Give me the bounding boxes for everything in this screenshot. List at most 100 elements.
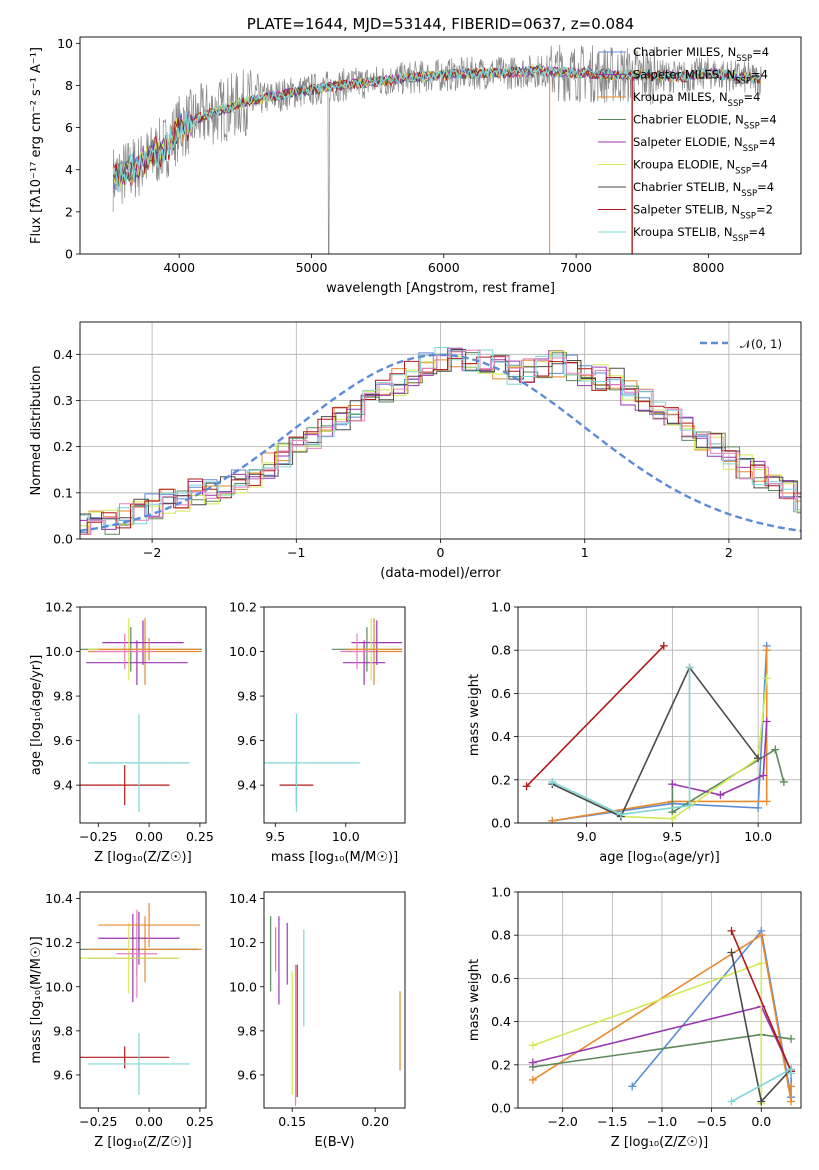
y-tick-label: 10.2 — [45, 600, 73, 615]
errorbars — [80, 618, 202, 812]
y-tick-label: 0.2 — [53, 439, 73, 454]
legend-entry: Kroupa STELIB, NSSP=4 — [633, 225, 765, 244]
mass-weight-series — [671, 748, 785, 814]
legend-entry: Kroupa ELODIE, NSSP=4 — [633, 158, 768, 177]
model-spectrum — [112, 65, 762, 185]
mass-weight-marker — [787, 1082, 796, 1091]
legend-entry: Chabrier MILES, NSSP=4 — [633, 45, 769, 64]
spectrum-lines — [112, 44, 762, 254]
errorbars — [270, 916, 401, 1106]
x-tick-label: 2 — [725, 545, 733, 560]
mass-weight-lines — [528, 926, 796, 1108]
mass-weight-marker — [659, 641, 668, 650]
mass-weight-marker — [685, 663, 694, 672]
errorbar-panel: −0.25 0.00 0.25 9.6 9.8 10.0 10.2 10.4 Z [log₁₀(… — [29, 891, 214, 1150]
legend-entry: Salpeter ELODIE, NSSP=4 — [633, 135, 776, 154]
mass-weight-series — [730, 930, 792, 1072]
legend-entry: Chabrier ELODIE, NSSP=4 — [633, 113, 777, 132]
y-tick-label: 0.6 — [491, 686, 511, 701]
mass-weight-marker — [787, 1097, 796, 1106]
y-tick-label: 10.2 — [229, 600, 257, 615]
histogram-step — [80, 349, 801, 535]
y-tick-label: 4 — [65, 162, 73, 177]
x-axis-label: Z [log₁₀(Z/Z☉)] — [611, 1135, 708, 1150]
mass-weight-lines — [522, 641, 788, 823]
errorbar-panel: 9.5 10.0 9.4 9.6 9.8 10.0 10.2 mass [log₁₀(M/M☉… — [229, 600, 406, 865]
y-tick-label: 0.8 — [491, 928, 511, 943]
x-tick-label: −1.0 — [647, 1114, 677, 1129]
mass-weight-panel: −2.0 −1.5 −1.0 −0.5 0.0 0.0 0.2 0.4 0.6 0.8 1.0 Z [… — [467, 885, 802, 1150]
mass-weight-series — [672, 721, 768, 796]
axes-frame — [79, 321, 802, 540]
x-tick-label: 1 — [581, 545, 589, 560]
mass-weight-series — [532, 962, 763, 1104]
x-tick-label: −0.25 — [79, 1114, 117, 1129]
x-tick-label: −1.5 — [597, 1114, 627, 1129]
y-axis-label: mass weight — [467, 959, 482, 1041]
errorbars — [80, 903, 202, 1095]
y-tick-label: 0.1 — [53, 485, 73, 500]
spectrum-panel: 4000 5000 6000 7000 8000 0 2 4 6 8 10 wavelength [A… — [29, 15, 802, 296]
mass-weight-marker — [759, 771, 768, 780]
y-axis-label: mass weight — [467, 674, 482, 756]
mass-weight-marker — [754, 803, 763, 812]
y-tick-label: 8 — [65, 78, 73, 93]
y-tick-label: 10.4 — [229, 891, 257, 906]
mass-weight-marker — [762, 797, 771, 806]
errorbar-panel: 0.15 0.20 9.6 9.8 10.0 10.2 10.4 E(B-V) — [229, 891, 406, 1150]
y-tick-label: 10.0 — [45, 644, 73, 659]
axes-frame — [263, 606, 406, 824]
x-tick-label: 0.20 — [361, 1114, 389, 1129]
x-tick-label: 0.0 — [751, 1114, 771, 1129]
legend-entry: Kroupa MILES, NSSP=4 — [633, 90, 760, 109]
y-tick-label: 10.0 — [229, 644, 257, 659]
histogram-step — [80, 355, 801, 535]
mass-weight-marker — [787, 1034, 796, 1043]
legend-entry: 𝒩(0, 1) — [740, 337, 782, 351]
x-tick-label: 0.00 — [135, 1114, 163, 1129]
mass-weight-marker — [762, 717, 771, 726]
legend-entry: Chabrier STELIB, NSSP=4 — [633, 180, 774, 199]
x-axis-label: mass [log₁₀(M/M☉)] — [271, 850, 398, 865]
mass-weight-marker — [668, 780, 677, 789]
axes-frame — [263, 891, 406, 1109]
spectrum-legend: Chabrier MILES, NSSP=4 Salpeter MILES, NS… — [598, 45, 777, 244]
x-tick-label: 10.0 — [744, 829, 772, 844]
axes-frame — [517, 891, 802, 1109]
mass-weight-series — [552, 650, 768, 822]
y-tick-label: 10.2 — [45, 935, 73, 950]
mass-weight-marker — [779, 777, 788, 786]
x-tick-label: 5000 — [296, 260, 328, 275]
x-tick-label: 10.0 — [332, 829, 360, 844]
histogram-step — [80, 359, 801, 535]
y-axis-label: age [log₁₀(age/yr)] — [29, 655, 44, 776]
x-tick-label: 0.25 — [186, 1114, 214, 1129]
mass-weight-marker — [787, 1069, 796, 1078]
x-tick-label: 0.25 — [186, 829, 214, 844]
mass-weight-marker — [548, 816, 557, 823]
y-tick-label: 1.0 — [491, 600, 511, 615]
mass-weight-marker — [771, 745, 780, 754]
y-tick-label: 0.2 — [491, 1057, 511, 1072]
mass-weight-series — [532, 933, 792, 1102]
mass-weight-marker — [528, 1041, 537, 1050]
x-axis-label: E(B-V) — [314, 1135, 354, 1150]
histogram-steps — [80, 347, 801, 535]
y-tick-label: 9.8 — [53, 689, 73, 704]
y-tick-label: 0.8 — [491, 643, 511, 658]
y-axis-label: Flux [fλ10⁻¹⁷ erg cm⁻² s⁻¹ A⁻¹] — [29, 47, 44, 244]
y-tick-label: 10.0 — [229, 979, 257, 994]
y-tick-label: 6 — [65, 120, 73, 135]
mass-weight-marker — [628, 1082, 637, 1091]
y-tick-label: 9.4 — [53, 778, 73, 793]
errorbars — [264, 618, 403, 812]
y-tick-label: 10.4 — [45, 891, 73, 906]
mass-weight-marker — [616, 810, 625, 819]
mass-weight-marker — [716, 790, 725, 799]
histogram-panel: −2 −1 0 1 2 0.0 0.1 0.2 0.3 0.4 (data-model)/error… — [29, 321, 802, 581]
x-tick-label: 7000 — [560, 260, 592, 275]
y-tick-label: 9.6 — [237, 733, 257, 748]
x-tick-label: 9.5 — [662, 829, 682, 844]
x-tick-label: −0.25 — [79, 829, 117, 844]
